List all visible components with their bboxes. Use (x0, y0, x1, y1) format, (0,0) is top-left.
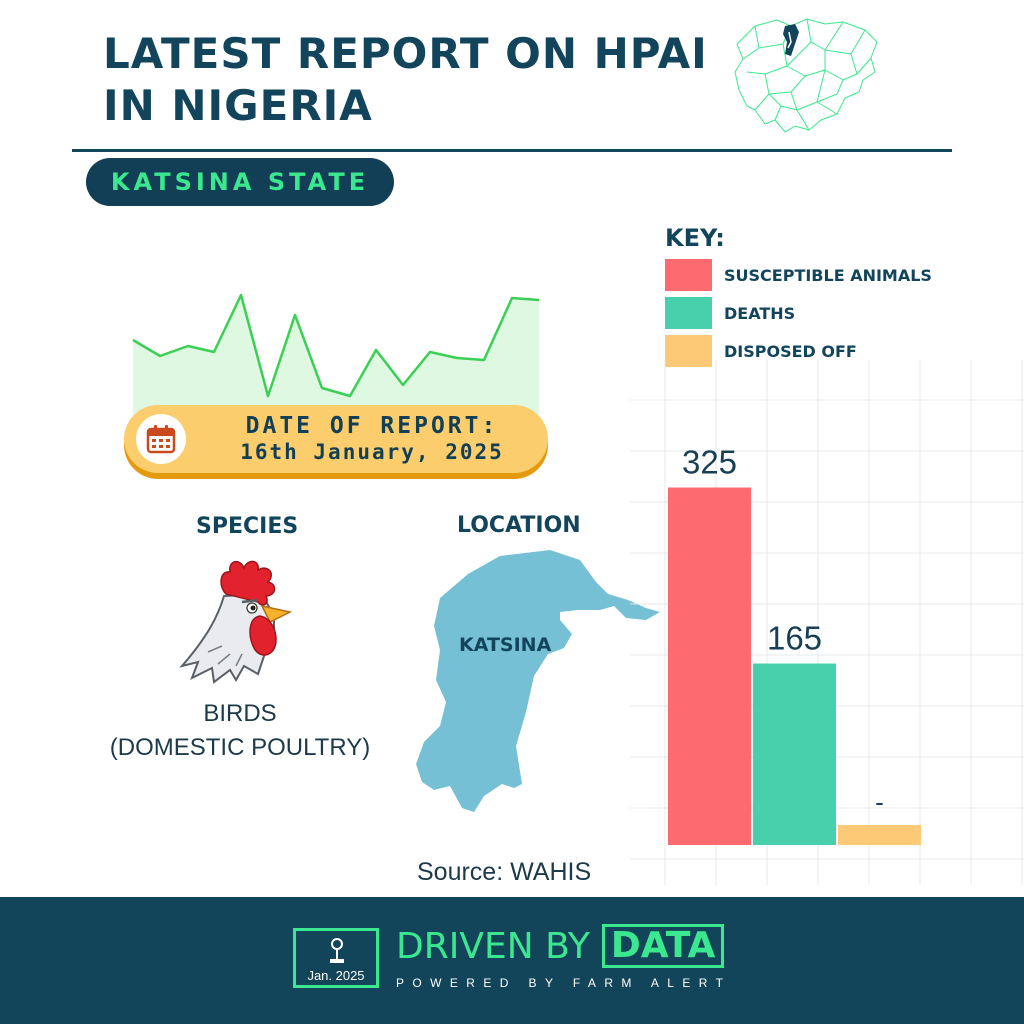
legend-swatch (665, 297, 712, 329)
date-of-report-badge: DATE OF REPORT: 16th January, 2025 (124, 405, 548, 473)
rooster-icon (179, 560, 293, 684)
legend-label: DEATHS (724, 303, 796, 323)
page-title: LATEST REPORT ON HPAI IN NIGERIA (103, 28, 723, 132)
brand-logo: DRIVEN BY DATA (396, 924, 725, 968)
data-label: - (875, 787, 884, 817)
state-label: KATSINA STATE (110, 168, 370, 196)
species-line-1: BIRDS (203, 700, 277, 727)
bar-chart: 325 165 - (630, 360, 1024, 885)
state-badge: KATSINA STATE (86, 158, 394, 206)
legend-item-susceptible: SUSCEPTIBLE ANIMALS (665, 259, 932, 291)
footer-badge: Jan. 2025 (293, 928, 379, 988)
katsina-map-shape (416, 550, 660, 812)
species-line-2: (DOMESTIC POULTRY) (109, 734, 371, 761)
legend-swatch (665, 259, 712, 291)
date-text: DATE OF REPORT: 16th January, 2025 (206, 413, 538, 465)
species-heading: SPECIES (196, 514, 299, 539)
calendar-icon (146, 425, 176, 454)
katsina-map-label: KATSINA (459, 634, 552, 656)
legend-label: SUSCEPTIBLE ANIMALS (724, 265, 932, 285)
title-line-2: IN NIGERIA (103, 81, 373, 130)
legend-title: KEY: (665, 224, 725, 252)
data-label: 165 (767, 620, 822, 657)
location-heading: LOCATION (457, 513, 581, 538)
decorative-sparkline (132, 293, 540, 415)
source-note: Source: WAHIS (417, 858, 592, 886)
date-label: DATE OF REPORT: (245, 413, 499, 439)
tagline: POWERED BY FARM ALERT (396, 976, 732, 990)
legend-label: DISPOSED OFF (724, 341, 857, 361)
title-line-1: LATEST REPORT ON HPAI (103, 29, 708, 78)
bar-susceptible-animals (668, 487, 751, 845)
brand-highlight: DATA (601, 924, 725, 968)
footer: Jan. 2025 DRIVEN BY DATA POWERED BY FARM… (0, 897, 1024, 1024)
badge-date: Jan. 2025 (307, 968, 365, 983)
header-divider (72, 149, 952, 152)
bar-disposed-off (838, 825, 921, 845)
species-description: BIRDS (DOMESTIC POULTRY) (100, 697, 380, 765)
legend-item-deaths: DEATHS (665, 297, 795, 329)
data-label: 325 (682, 444, 737, 481)
legend-swatch (665, 335, 712, 367)
nigeria-map-icon (734, 18, 878, 133)
bar-deaths (753, 663, 836, 845)
location-pin-icon (330, 938, 344, 963)
legend-item-disposed: DISPOSED OFF (665, 335, 857, 367)
calendar-icon-holder (136, 414, 186, 464)
date-value: 16th January, 2025 (240, 440, 504, 464)
brand-text: DRIVEN BY (396, 925, 590, 967)
